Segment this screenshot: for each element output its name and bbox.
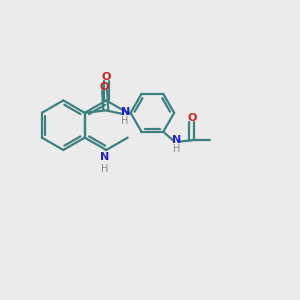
Text: N: N — [172, 135, 181, 146]
Text: H: H — [101, 164, 109, 174]
Text: H: H — [173, 144, 180, 154]
Text: O: O — [101, 72, 111, 82]
Text: O: O — [100, 82, 109, 92]
Text: H: H — [122, 116, 129, 126]
Text: O: O — [187, 113, 196, 123]
Text: N: N — [100, 152, 110, 163]
Text: N: N — [121, 107, 130, 117]
